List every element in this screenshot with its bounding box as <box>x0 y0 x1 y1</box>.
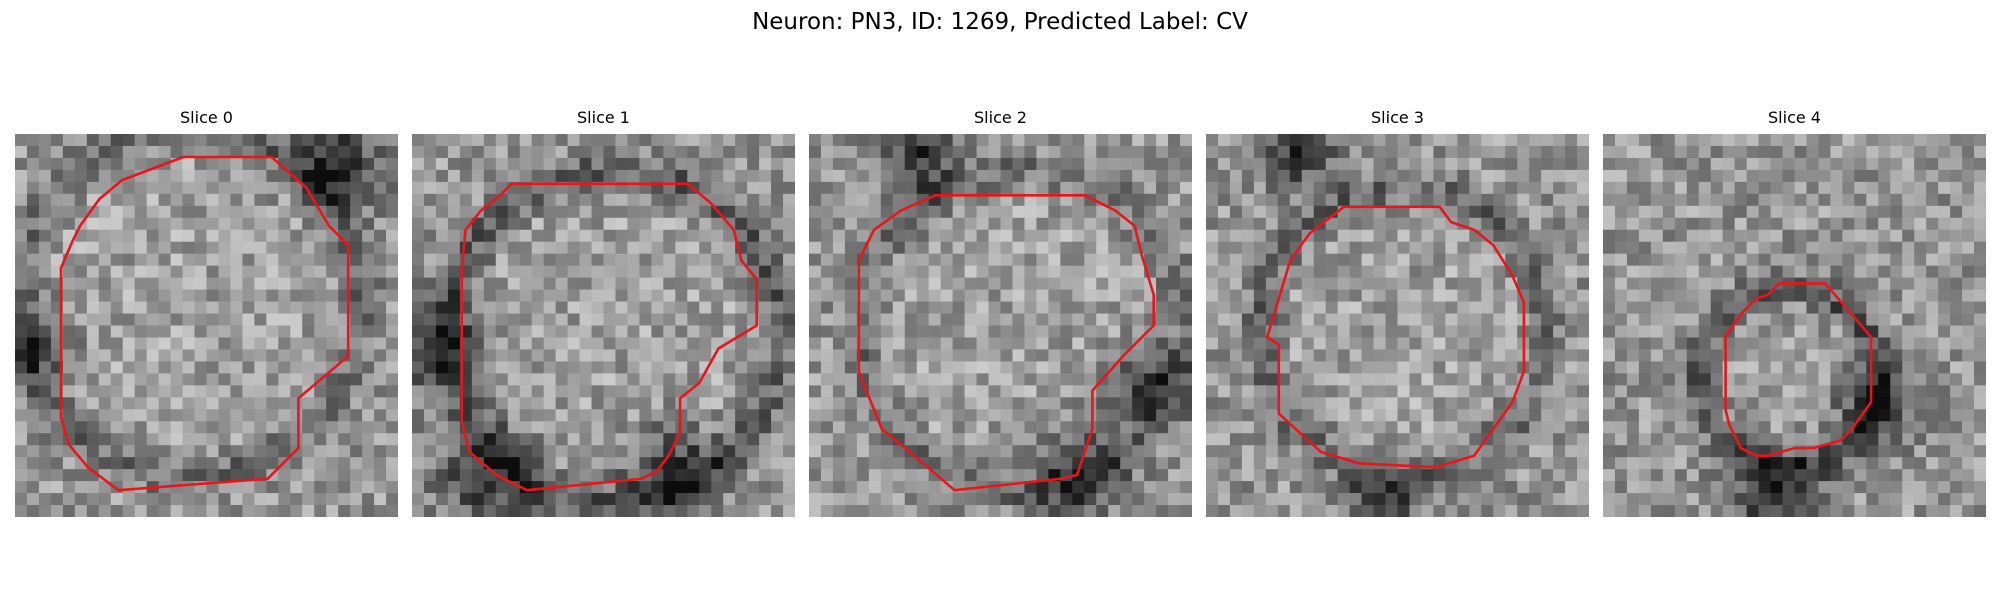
segmentation-contour <box>460 182 759 492</box>
slice-image-3 <box>1206 134 1589 517</box>
slice-panel-3: Slice 3 <box>1206 108 1589 517</box>
slice-title: Slice 3 <box>1371 108 1424 127</box>
grayscale-pixels <box>1603 134 1986 517</box>
figure-title: Neuron: PN3, ID: 1269, Predicted Label: … <box>752 9 1248 35</box>
segmentation-contour <box>1724 282 1873 458</box>
slice-title: Slice 2 <box>974 108 1027 127</box>
slice-panel-4: Slice 4 <box>1603 108 1986 517</box>
grayscale-pixels <box>1206 134 1589 517</box>
segmentation-contour <box>59 155 350 492</box>
segmentation-contour <box>857 193 1156 492</box>
grayscale-pixels <box>809 134 1192 517</box>
slice-title: Slice 0 <box>180 108 233 127</box>
segmentation-contour <box>1265 205 1526 469</box>
slice-panel-2: Slice 2 <box>809 108 1192 517</box>
slice-image-1 <box>412 134 795 517</box>
slice-title: Slice 4 <box>1768 108 1821 127</box>
grayscale-pixels <box>15 134 398 517</box>
slice-panel-0: Slice 0 <box>15 108 398 517</box>
slice-panel-1: Slice 1 <box>412 108 795 517</box>
slice-title: Slice 1 <box>577 108 630 127</box>
slice-image-0 <box>15 134 398 517</box>
slice-image-2 <box>809 134 1192 517</box>
slice-image-4 <box>1603 134 1986 517</box>
grayscale-pixels <box>412 134 795 517</box>
